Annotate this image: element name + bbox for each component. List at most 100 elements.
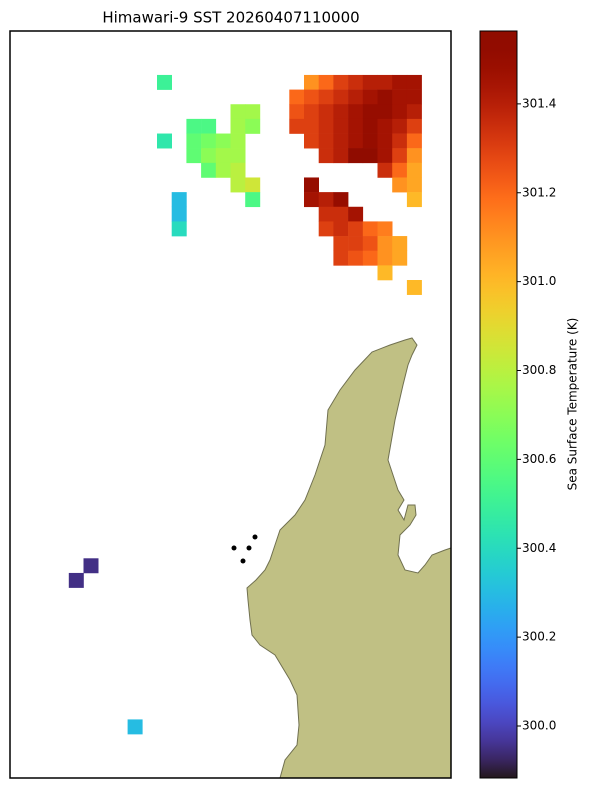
sst-cell [230,104,246,120]
sst-cell [186,148,202,164]
sst-cell [406,133,422,149]
sst-cell [201,133,217,149]
sst-cell [392,104,408,120]
chart-title: Himawari-9 SST 20260407110000 [102,9,359,27]
sst-cell [333,118,349,134]
sst-cell [377,221,393,237]
sst-cell [186,118,202,134]
sst-cell [392,177,408,193]
sst-cell [318,148,334,164]
sst-cell [318,221,334,237]
sst-cell [362,133,378,149]
sst-cell [348,250,364,266]
sst-cell [333,148,349,164]
sst-cell [362,221,378,237]
colorbar-tick-label: 300.0 [522,719,556,733]
sst-cell [245,118,261,134]
sst-cell [406,280,422,295]
sst-cell [333,192,349,208]
sst-cell [377,236,393,252]
sst-cell [348,133,364,149]
sst-cell [377,265,393,281]
colorbar-tick-label: 300.8 [522,363,556,377]
sst-cell [304,104,319,120]
sst-cell [333,221,349,237]
sst-cell [406,192,422,208]
sst-cell [392,118,408,134]
sst-cell [318,74,334,90]
sst-cell [392,250,408,266]
sst-cell [333,133,349,149]
sst-cell [333,74,349,90]
sst-cell [186,133,202,149]
sst-cell [377,118,393,134]
sst-cell [127,719,143,735]
sst-cell [230,162,246,178]
marker [246,545,252,551]
sst-cell [318,206,334,222]
sst-cell [304,133,319,149]
sst-cell [289,118,305,134]
marker [231,545,237,551]
sst-cell [348,221,364,237]
sst-cell [406,177,422,193]
sst-cell [230,177,246,193]
sst-cell [333,206,349,222]
colorbar-tick-label: 301.2 [522,185,556,199]
sst-cell [157,133,172,149]
sst-cell [348,118,364,134]
sst-cell [362,89,378,105]
sst-cell [392,133,408,149]
sst-cell [171,192,187,208]
sst-cell [201,148,217,164]
data-cells [68,74,422,735]
sst-cell [83,558,99,574]
sst-cell [318,133,334,149]
colorbar-tick-label: 301.0 [522,274,556,288]
colorbar-label: Sea Surface Temperature (K) [566,318,580,491]
sst-cell [406,89,422,105]
sst-cell [362,236,378,252]
colorbar-tick-label: 300.2 [522,630,556,644]
sst-cell [377,250,393,266]
sst-cell [392,89,408,105]
sst-cell [362,104,378,120]
colorbar-ticks: 300.0 300.2 300.4 300.6 300.8 301.0 301.2 301.4 [517,96,556,733]
sst-cell [304,74,319,90]
sst-cell [318,104,334,120]
sst-cell [406,148,422,164]
sst-cell [304,89,319,105]
sst-cell [245,104,261,120]
sst-cell [333,89,349,105]
sst-cell [406,74,422,90]
sst-cell [362,74,378,90]
sst-cell [362,250,378,266]
sst-cell [377,162,393,178]
sst-cell [289,104,305,120]
sst-cell [333,236,349,252]
sst-cell [171,206,187,222]
map [246,337,452,779]
sst-cell [348,74,364,90]
sst-cell [230,118,246,134]
sst-cell [348,236,364,252]
sst-cell [201,162,217,178]
colorbar-tick-label: 300.4 [522,541,556,555]
sst-cell [377,74,393,90]
sst-cell [215,162,231,178]
sst-cell [406,162,422,178]
sst-cell [304,192,319,208]
sst-cell [348,148,364,164]
city-markers [231,534,258,564]
sst-cell [392,162,408,178]
colorbar-tick-label: 300.6 [522,452,556,466]
sst-cell [333,104,349,120]
sst-cell [68,572,84,588]
colorbar [479,30,518,779]
sst-cell [406,104,422,120]
sst-cell [289,89,305,105]
colorbar-tick-label: 301.4 [522,96,556,110]
sst-cell [171,221,187,237]
map-frame [9,30,452,779]
